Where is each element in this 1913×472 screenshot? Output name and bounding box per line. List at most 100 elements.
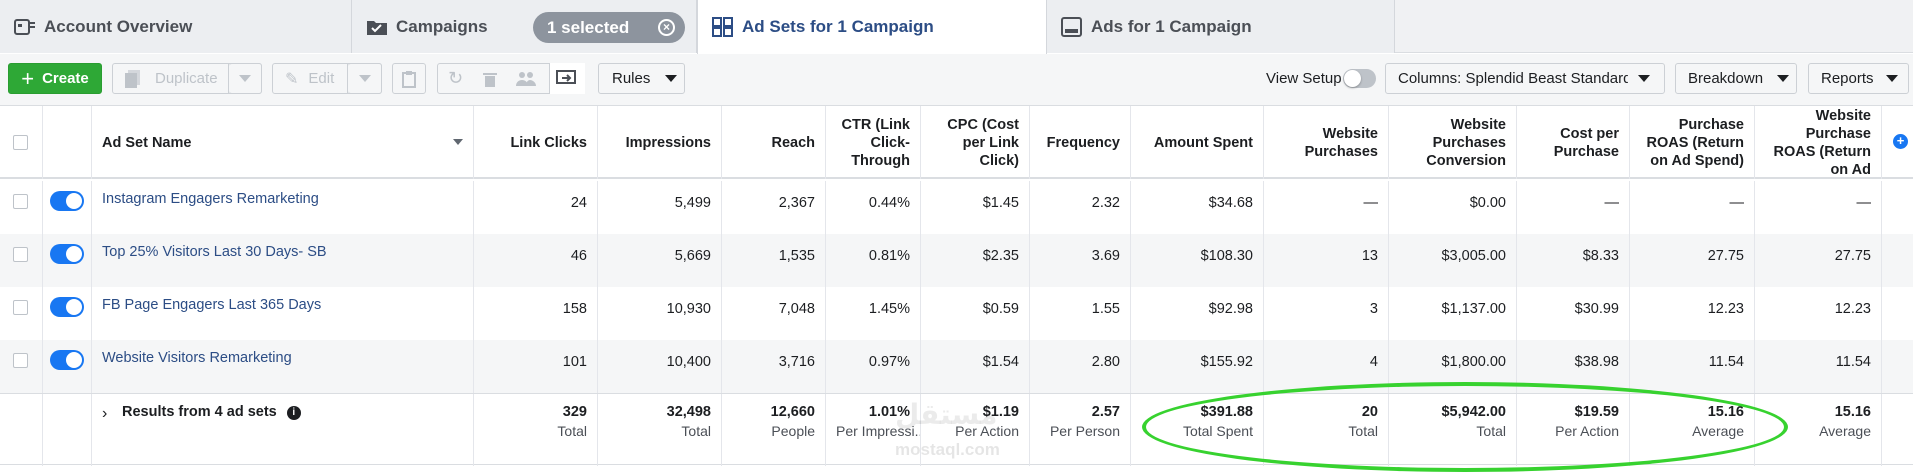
cell-website-purchases: 3 bbox=[1264, 287, 1389, 340]
row-checkbox[interactable] bbox=[13, 194, 28, 209]
header-frequency[interactable]: Frequency bbox=[1030, 106, 1131, 179]
table-row[interactable]: Top 25% Visitors Last 30 Days- SB 46 5,669… bbox=[0, 234, 1913, 287]
row-checkbox[interactable] bbox=[13, 300, 28, 315]
header-purchase-roas[interactable]: Purchase ROAS (Return on Ad Spend) bbox=[1630, 106, 1755, 179]
people-icon[interactable] bbox=[516, 71, 536, 87]
table-row[interactable]: Website Visitors Remarketing 101 10,400 3,7… bbox=[0, 340, 1913, 393]
cell-reach: 1,535 bbox=[722, 234, 826, 287]
toggle-header bbox=[43, 106, 92, 179]
edit-dropdown[interactable] bbox=[348, 63, 382, 94]
ad-set-status-toggle[interactable] bbox=[50, 191, 84, 211]
header-ctr[interactable]: CTR (Link Click-Through bbox=[826, 106, 921, 179]
ad-set-name-link[interactable]: Instagram Engagers Remarketing bbox=[92, 181, 474, 234]
account-overview-icon bbox=[14, 18, 35, 35]
duplicate-label: Duplicate bbox=[155, 70, 218, 87]
header-website-purchase-roas[interactable]: Website Purchase ROAS (Return on Ad bbox=[1755, 106, 1882, 179]
cell-cpc: $1.54 bbox=[921, 340, 1030, 393]
row-checkbox[interactable] bbox=[13, 247, 28, 262]
select-all-checkbox[interactable] bbox=[13, 135, 28, 150]
tab-label: Campaigns bbox=[396, 16, 488, 36]
refresh-icon[interactable]: ↻ bbox=[448, 68, 464, 88]
tab-ad-sets[interactable]: Ad Sets for 1 Campaign bbox=[697, 0, 1047, 54]
chevron-down-icon bbox=[665, 75, 678, 82]
columns-dropdown[interactable]: Columns: Splendid Beast Standard C bbox=[1385, 63, 1665, 94]
ad-set-name-link[interactable]: Website Visitors Remarketing bbox=[92, 340, 474, 393]
row-checkbox-cell bbox=[0, 181, 43, 234]
cell-ctr: 1.45% bbox=[826, 287, 921, 340]
ad-set-status-toggle[interactable] bbox=[50, 297, 84, 317]
ad-set-name-link[interactable]: FB Page Engagers Last 365 Days bbox=[92, 287, 474, 340]
cell-cost-per-purchase: $30.99 bbox=[1517, 287, 1630, 340]
reports-dropdown[interactable]: Reports bbox=[1808, 63, 1909, 94]
action-button-group: ↻ bbox=[437, 63, 585, 94]
table-header: Ad Set Name Link Clicks Impressions Reac… bbox=[0, 106, 1913, 179]
row-checkbox-cell bbox=[0, 234, 43, 287]
breakdown-dropdown[interactable]: Breakdown bbox=[1675, 63, 1797, 94]
cell-impressions: 5,499 bbox=[598, 181, 722, 234]
ad-set-status-toggle[interactable] bbox=[50, 244, 84, 264]
view-setup-label: View Setup bbox=[1266, 70, 1342, 87]
cell-amount-spent: $155.92 bbox=[1131, 340, 1264, 393]
selected-pill[interactable]: 1 selected × bbox=[533, 12, 685, 43]
header-label: Amount Spent bbox=[1153, 134, 1253, 151]
expand-chevron-icon[interactable]: › bbox=[102, 405, 108, 422]
clipboard-button[interactable] bbox=[392, 63, 426, 94]
header-label: Website Purchases Conversion bbox=[1426, 116, 1506, 169]
total-sublabel: Per Action bbox=[955, 423, 1019, 439]
header-cpc[interactable]: CPC (Cost per Link Click) bbox=[921, 106, 1030, 179]
row-toggle-cell bbox=[43, 181, 92, 234]
reports-label: Reports bbox=[1821, 70, 1874, 87]
tab-label: Ad Sets for 1 Campaign bbox=[742, 17, 934, 36]
ad-set-status-toggle[interactable] bbox=[50, 350, 84, 370]
sort-icon[interactable] bbox=[453, 139, 463, 145]
add-column-icon[interactable]: + bbox=[1893, 134, 1908, 149]
row-checkbox-cell bbox=[0, 287, 43, 340]
cell-wp-conversion: $0.00 bbox=[1389, 181, 1517, 234]
row-checkbox[interactable] bbox=[13, 353, 28, 368]
total-impressions: 32,498 Total bbox=[598, 394, 722, 466]
total-sublabel: Total bbox=[681, 423, 711, 439]
ad-set-name-link[interactable]: Top 25% Visitors Last 30 Days- SB bbox=[92, 234, 474, 287]
cell-wp-conversion: $1,800.00 bbox=[1389, 340, 1517, 393]
trash-icon[interactable] bbox=[482, 70, 498, 88]
header-impressions[interactable]: Impressions bbox=[598, 106, 722, 179]
header-label: Reach bbox=[771, 134, 815, 151]
tab-account-overview[interactable]: Account Overview bbox=[0, 0, 352, 53]
duplicate-dropdown[interactable] bbox=[229, 63, 262, 94]
header-link-clicks[interactable]: Link Clicks bbox=[474, 106, 598, 179]
watermark-arabic: مستقل bbox=[895, 399, 998, 430]
total-value: 15.16 bbox=[1834, 404, 1871, 420]
header-ad-set-name[interactable]: Ad Set Name bbox=[92, 106, 474, 179]
edit-label: Edit bbox=[308, 70, 335, 87]
tab-ads[interactable]: Ads for 1 Campaign bbox=[1047, 0, 1395, 53]
highlight-ellipse bbox=[1142, 382, 1788, 472]
toolbar: + Create Duplicate ✎ Edit ↻ bbox=[0, 54, 1913, 106]
cell-frequency: 1.55 bbox=[1030, 287, 1131, 340]
header-reach[interactable]: Reach bbox=[722, 106, 826, 179]
table-row[interactable]: FB Page Engagers Last 365 Days 158 10,930 7… bbox=[0, 287, 1913, 340]
header-amount-spent[interactable]: Amount Spent bbox=[1131, 106, 1264, 179]
header-cost-per-purchase[interactable]: Cost per Purchase bbox=[1517, 106, 1630, 179]
header-website-purchases-conversion[interactable]: Website Purchases Conversion bbox=[1389, 106, 1517, 179]
cell-reach: 7,048 bbox=[722, 287, 826, 340]
cell-link-clicks: 158 bbox=[474, 287, 598, 340]
cell-ctr: 0.97% bbox=[826, 340, 921, 393]
total-frequency: 2.57 Per Person bbox=[1030, 394, 1131, 466]
close-icon[interactable]: × bbox=[658, 19, 675, 36]
header-website-purchases[interactable]: Website Purchases bbox=[1264, 106, 1389, 179]
pencil-icon: ✎ bbox=[285, 70, 299, 88]
create-button[interactable]: + Create bbox=[8, 63, 102, 94]
view-setup-toggle[interactable] bbox=[1343, 69, 1376, 88]
total-value: 12,660 bbox=[770, 404, 815, 420]
total-website-purchase-roas: 15.16 Average bbox=[1755, 394, 1882, 466]
cell-cpc: $2.35 bbox=[921, 234, 1030, 287]
info-icon[interactable]: i bbox=[286, 406, 301, 420]
cell-reach: 2,367 bbox=[722, 181, 826, 234]
rules-button[interactable]: Rules bbox=[598, 63, 685, 94]
header-label: CTR (Link Click-Through bbox=[841, 116, 910, 169]
header-label: Purchase ROAS (Return on Ad Spend) bbox=[1646, 116, 1744, 169]
cell-impressions: 10,400 bbox=[598, 340, 722, 393]
table-row[interactable]: Instagram Engagers Remarketing 24 5,499 2,3… bbox=[0, 181, 1913, 234]
preview-icon[interactable] bbox=[556, 69, 578, 88]
folder-check-icon bbox=[367, 20, 387, 35]
